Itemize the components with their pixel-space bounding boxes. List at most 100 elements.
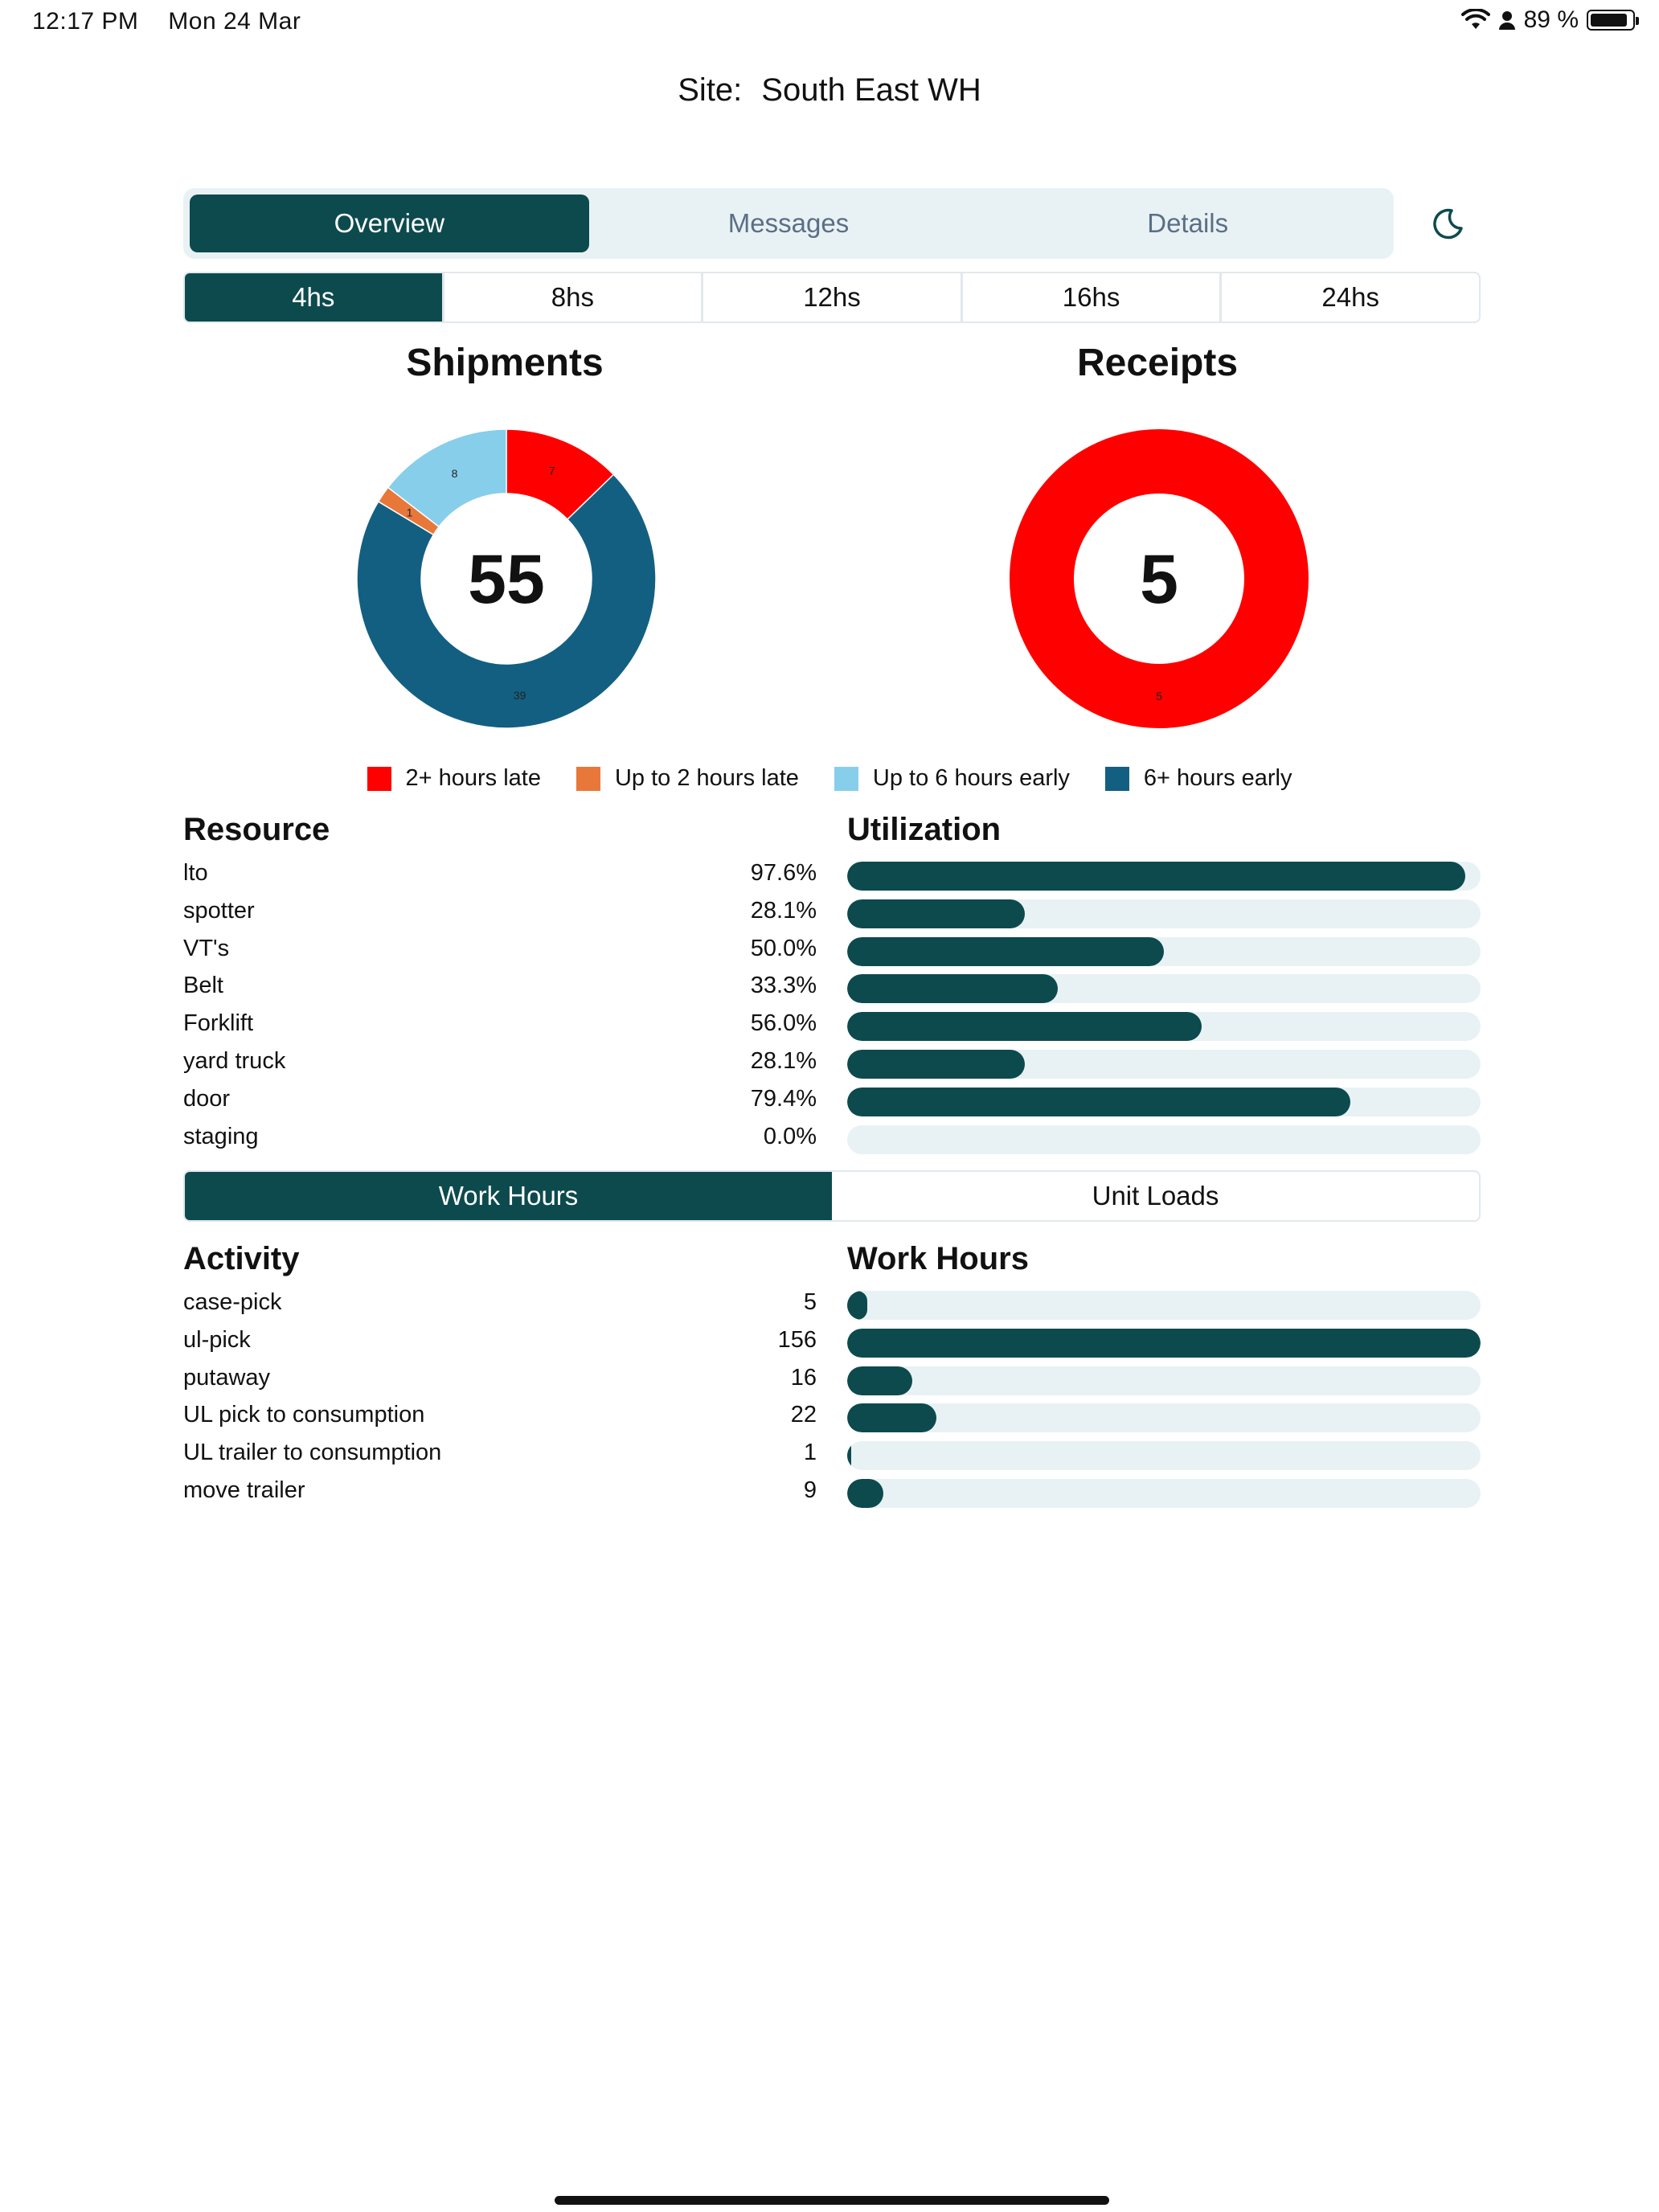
resource-name: door — [183, 1085, 231, 1112]
resource-bar — [847, 1012, 1202, 1042]
main-tabs: Overview Messages Details — [183, 188, 1394, 259]
site-header: Site: South East WH — [0, 72, 1659, 109]
resource-bar — [847, 1050, 1026, 1079]
activity-value: 5 — [803, 1289, 817, 1315]
resource-row: lto 97.6% — [183, 857, 1481, 894]
donut-slice-value-label: 7 — [549, 465, 555, 477]
legend-swatch — [834, 766, 858, 791]
legend-item-upto2-late: Up to 2 hours late — [576, 765, 799, 792]
resource-row: spotter 28.1% — [183, 895, 1481, 932]
time-filter-8hs[interactable]: 8hs — [444, 273, 704, 322]
status-bar-right: 89 % — [1460, 6, 1639, 34]
person-icon — [1498, 11, 1515, 30]
chart-legend: 2+ hours late Up to 2 hours late Up to 6… — [0, 765, 1659, 792]
activity-bar-track — [847, 1441, 1481, 1471]
activity-bar — [847, 1291, 868, 1320]
time-filter-12hs[interactable]: 12hs — [703, 273, 963, 322]
resource-name: lto — [183, 860, 208, 886]
time-filter-16hs[interactable]: 16hs — [963, 273, 1223, 322]
battery-icon — [1587, 10, 1639, 31]
shipments-donut-chart: 7 39 1 8 55 — [356, 428, 657, 729]
shipments-title: Shipments — [406, 342, 604, 384]
status-bar-left: 12:17 PM Mon 24 Mar — [32, 8, 323, 35]
site-name: South East WH — [761, 72, 981, 108]
activity-bar-track — [847, 1479, 1481, 1508]
legend-item-2plus-late: 2+ hours late — [367, 765, 541, 792]
activity-value: 9 — [803, 1477, 817, 1503]
resource-value: 33.3% — [750, 973, 817, 999]
activity-value: 16 — [790, 1364, 817, 1391]
resource-bar — [847, 862, 1466, 891]
legend-swatch — [576, 766, 600, 791]
resource-value: 28.1% — [750, 1048, 817, 1074]
resource-name: spotter — [183, 897, 255, 924]
utilization-header: Utilization — [847, 812, 1002, 847]
activity-row: UL pick to consumption 22 — [183, 1399, 1481, 1436]
home-indicator[interactable] — [555, 2196, 1109, 2205]
activity-row: case-pick 5 — [183, 1286, 1481, 1323]
resource-bar — [847, 1087, 1350, 1116]
donut-slice-4[interactable] — [387, 428, 507, 528]
time-filter-24hs[interactable]: 24hs — [1321, 282, 1379, 312]
activity-name: UL pick to consumption — [183, 1402, 425, 1428]
donut-slice-value-label: 1 — [407, 506, 413, 519]
activity-row: move trailer 9 — [183, 1474, 1481, 1511]
legend-swatch — [1104, 766, 1129, 791]
activity-bar — [847, 1366, 912, 1395]
legend-item-6plus-early: 6+ hours early — [1104, 765, 1292, 792]
resource-row: Forklift 56.0% — [183, 1007, 1481, 1044]
activity-name: ul-pick — [183, 1326, 251, 1353]
activity-header: Activity — [183, 1241, 300, 1276]
status-time: 12:17 PM — [32, 8, 139, 35]
resource-value: 50.0% — [750, 935, 817, 961]
activity-name: case-pick — [183, 1289, 282, 1315]
moon-icon[interactable] — [1428, 204, 1466, 243]
donut-slice-value-label: 8 — [452, 467, 458, 480]
legend-label: Up to 6 hours early — [872, 765, 1070, 791]
activity-bar — [847, 1479, 884, 1508]
activity-row: putaway 16 — [183, 1362, 1481, 1399]
activity-bar — [847, 1328, 1481, 1358]
tab-messages[interactable]: Messages — [727, 208, 850, 238]
resource-header: Resource — [183, 812, 330, 847]
resource-bar-track — [847, 936, 1481, 966]
activity-value: 156 — [777, 1326, 817, 1353]
resource-value: 97.6% — [750, 860, 817, 886]
donut-slice-1[interactable] — [1010, 429, 1309, 728]
battery-percent: 89 % — [1523, 6, 1579, 33]
legend-item-upto6-early: Up to 6 hours early — [834, 765, 1070, 792]
resource-bar-track — [847, 899, 1481, 928]
activity-bar-track — [847, 1403, 1481, 1433]
activity-bar-track — [847, 1328, 1481, 1358]
work-hours-toggle[interactable]: Work Hours — [185, 1172, 832, 1220]
activity-name: putaway — [183, 1364, 271, 1391]
status-date: Mon 24 Mar — [168, 8, 301, 35]
resource-bar-track — [847, 1087, 1481, 1116]
tab-overview[interactable]: Overview — [190, 195, 589, 252]
wifi-icon — [1460, 9, 1490, 29]
resource-name: yard truck — [183, 1048, 286, 1074]
resource-bar-track — [847, 1050, 1481, 1079]
site-label: Site: — [678, 72, 743, 108]
donut-slice-2[interactable] — [356, 473, 657, 729]
resource-row: Belt 33.3% — [183, 969, 1481, 1006]
time-filter-4hs[interactable]: 4hs — [185, 273, 444, 322]
resource-name: VT's — [183, 935, 230, 961]
resource-name: Belt — [183, 973, 223, 999]
resource-row: staging 0.0% — [183, 1120, 1481, 1157]
resource-value: 56.0% — [750, 1010, 817, 1037]
resource-row: VT's 50.0% — [183, 932, 1481, 969]
activity-row: ul-pick 156 — [183, 1324, 1481, 1361]
legend-label: Up to 2 hours late — [614, 765, 799, 791]
time-range-selector: 4hs 8hs 12hs 16hs 24hs — [183, 272, 1481, 323]
resource-value: 79.4% — [750, 1085, 817, 1112]
legend-label: 6+ hours early — [1143, 765, 1292, 791]
unit-loads-toggle[interactable]: Unit Loads — [1092, 1181, 1219, 1210]
donut-slice-value-label: 5 — [1156, 690, 1162, 703]
activity-value: 22 — [790, 1402, 817, 1428]
tab-details[interactable]: Details — [1147, 208, 1229, 238]
resource-name: staging — [183, 1123, 259, 1149]
resource-bar — [847, 974, 1059, 1004]
resource-bar-track — [847, 974, 1481, 1004]
resource-bar-track — [847, 1124, 1481, 1154]
